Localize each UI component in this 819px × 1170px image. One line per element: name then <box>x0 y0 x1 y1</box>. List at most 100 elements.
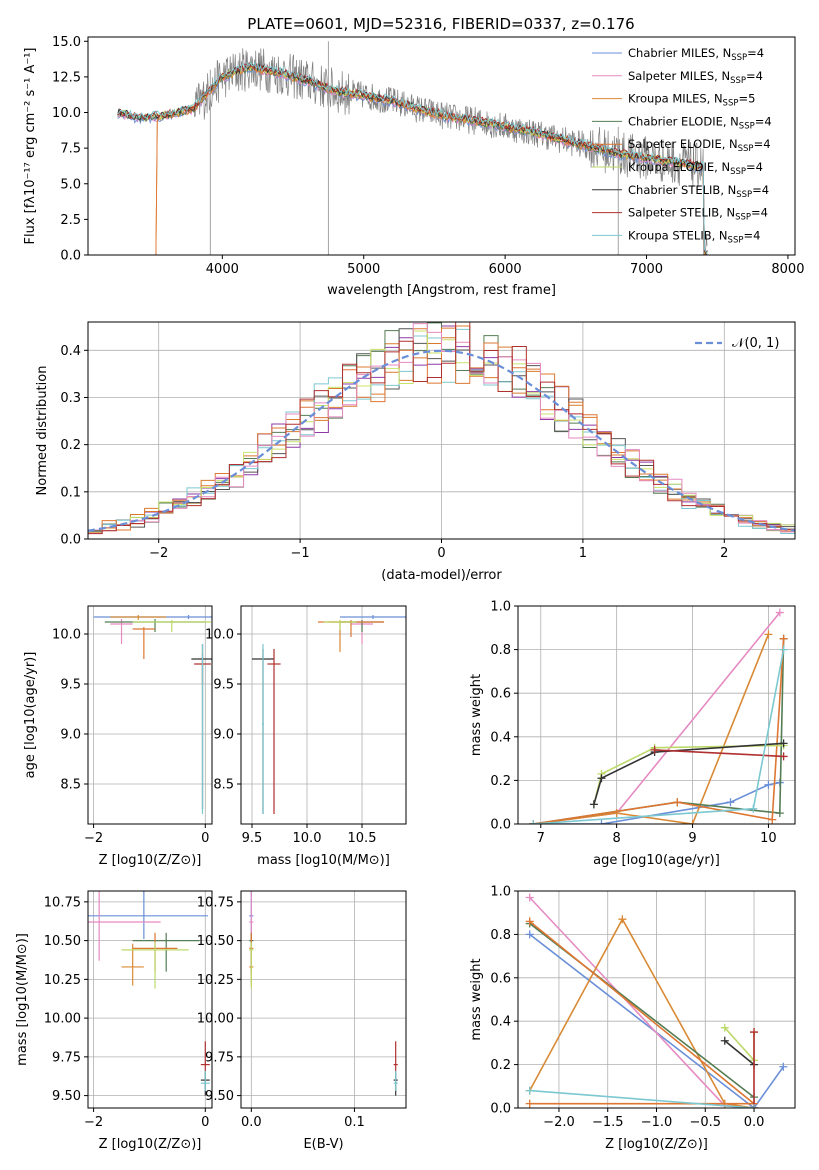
legend-nssp-value: =5 <box>738 92 755 106</box>
x-tick-label: −2 <box>149 546 168 561</box>
residual-histogram-step <box>88 322 795 535</box>
mass-weight-marker <box>650 745 659 754</box>
errorbar-plot-area <box>249 891 398 1096</box>
y-tick-label: 10.00 <box>197 1012 234 1027</box>
model-spectrum-line <box>117 62 708 255</box>
y-tick-label: 0.1 <box>60 485 81 500</box>
y-tick-label: 9.50 <box>52 1089 81 1104</box>
y-axis-label: Flux [fλ10⁻¹⁷ erg cm⁻² s⁻¹ A⁻¹] <box>23 48 38 245</box>
y-tick-label: 0.8 <box>490 643 511 658</box>
legend-entry: Chabrier ELODIE, NSSP=4 <box>628 114 772 131</box>
legend-entry: Chabrier STELIB, NSSP=4 <box>628 183 769 200</box>
plot-frame <box>87 36 796 256</box>
legend-nssp-value: =4 <box>751 206 768 220</box>
x-tick-label: −0.5 <box>689 1115 721 1130</box>
mass-weight-marker <box>779 645 788 654</box>
residual-histogram-panel: −2 −1 0 1 2 0.0 0.1 0.2 0.3 0.4 (data-model)/error… <box>35 321 796 583</box>
y-tick-label: 0.4 <box>490 1015 511 1030</box>
y-tick-label: 10.0 <box>52 628 81 643</box>
x-tick-label: 9.5 <box>242 831 263 846</box>
mass-weight-marker <box>673 798 682 807</box>
plot-frame <box>240 890 407 1109</box>
mass-weight-marker <box>720 1036 729 1045</box>
residual-histogram-step <box>88 323 795 534</box>
y-tick-label: 15.0 <box>52 35 81 50</box>
legend-subscript: SSP <box>736 190 752 200</box>
mass-weight-marker <box>529 820 538 824</box>
mass-weight-marker <box>779 1062 788 1071</box>
legend-subscript: SSP <box>735 213 751 223</box>
y-tick-label: 7.5 <box>60 142 81 157</box>
x-axis-label: E(B-V) <box>303 1137 343 1152</box>
mass-weight-marker <box>779 634 788 643</box>
x-tick-label: 0 <box>201 1115 209 1130</box>
x-tick-label: −1.0 <box>641 1115 673 1130</box>
x-tick-label: 0 <box>201 831 209 846</box>
y-axis-label: Normed distribution <box>35 366 50 496</box>
y-tick-label: 1.0 <box>490 885 511 900</box>
x-tick-label: 7 <box>537 831 545 846</box>
x-tick-label: 2 <box>720 546 728 561</box>
errorbar-plot-area <box>252 615 406 814</box>
mass-weight-marker <box>612 809 621 818</box>
plot-frame <box>240 605 407 825</box>
mass-weight-line <box>529 920 757 1105</box>
mass-weight-marker <box>720 1023 729 1032</box>
y-tick-label: 10.0 <box>52 106 81 121</box>
mass-weight-marker <box>764 780 773 789</box>
mass-weight-line <box>533 611 781 824</box>
mass-weight-marker <box>775 809 784 818</box>
legend-entry: Salpeter STELIB, NSSP=4 <box>628 206 768 223</box>
plot-frame <box>87 605 213 825</box>
y-tick-label: 0.2 <box>60 438 81 453</box>
y-tick-label: 0.4 <box>60 344 81 359</box>
x-tick-label: −2 <box>84 831 103 846</box>
mass-weight-marker <box>726 798 735 807</box>
x-tick-label: 10 <box>760 831 777 846</box>
mass-weight-marker <box>618 915 627 924</box>
x-tick-label: −2.0 <box>543 1115 575 1130</box>
mass-weight-line <box>533 638 785 824</box>
y-tick-label: 9.75 <box>52 1050 81 1065</box>
x-tick-label: 7000 <box>630 262 663 277</box>
legend-subscript: SSP <box>739 121 755 131</box>
y-tick-label: 10.25 <box>197 973 234 988</box>
x-tick-label: 4000 <box>206 262 239 277</box>
y-tick-label: 10.50 <box>197 934 234 949</box>
mass-weight-marker <box>749 804 758 813</box>
x-tick-label: 8 <box>613 831 621 846</box>
y-tick-label: 0.6 <box>490 971 511 986</box>
legend-subscript: SSP <box>730 76 746 86</box>
mass-weight-marker <box>768 815 777 824</box>
y-tick-label: 9.50 <box>205 1089 234 1104</box>
plot-frame <box>517 605 796 825</box>
x-axis-label: age [log10(age/yr)] <box>593 853 720 868</box>
y-tick-label: 9.5 <box>60 678 81 693</box>
y-tick-label: 5.0 <box>60 177 81 192</box>
y-tick-label: 8.5 <box>213 778 234 793</box>
y-tick-label: 8.5 <box>60 778 81 793</box>
legend-subscript: SSP <box>723 99 739 109</box>
mass-weight-marker <box>750 1028 759 1037</box>
x-tick-label: −2 <box>84 1115 103 1130</box>
x-axis-label: Z [log10(Z/Z⊙)] <box>99 1137 202 1152</box>
y-tick-label: 1.0 <box>490 600 511 615</box>
mass-weight-line <box>528 917 755 1108</box>
x-tick-label: 0 <box>437 546 445 561</box>
legend-subscript: SSP <box>738 144 754 154</box>
legend-nssp-value: =4 <box>752 183 769 197</box>
x-axis-label: mass [log10(M/M⊙)] <box>257 853 390 868</box>
weight-plot-area <box>525 893 788 1108</box>
legend-entry: Kroupa STELIB, NSSP=4 <box>628 228 760 245</box>
legend-nssp-value: =4 <box>754 137 771 151</box>
mass-weight-line <box>654 749 784 758</box>
weight-vs-metallicity-panel: −2.0 −1.5 −1.0 −0.5 0.0 0.0 0.2 0.4 0.6 0.8 1.0 Z [… <box>469 885 796 1152</box>
mass-weight-line <box>724 1040 755 1066</box>
legend-nssp-value: =4 <box>743 228 760 242</box>
legend-nssp-value: =4 <box>746 69 763 83</box>
x-axis-label: Z [log10(Z/Z⊙)] <box>605 1137 708 1152</box>
y-tick-label: 0.4 <box>490 730 511 745</box>
mass-weight-marker <box>589 800 598 809</box>
weight-vs-age-panel: 7 8 9 10 0.0 0.2 0.4 0.6 0.8 1.0 age [log10(age/yr… <box>469 600 796 868</box>
